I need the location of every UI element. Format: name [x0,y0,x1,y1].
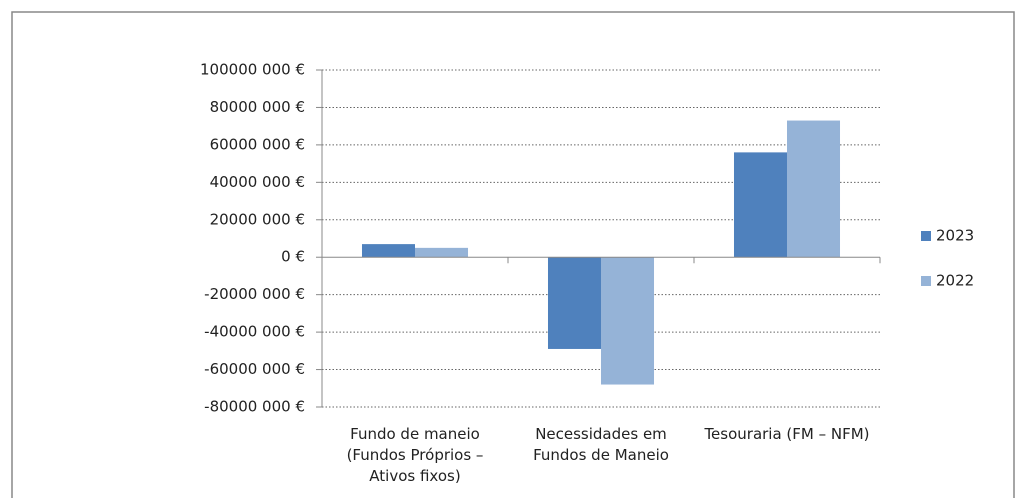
y-tick-label: 60000 000 € [210,135,305,153]
legend-label: 2022 [936,272,974,290]
chart-frame [11,11,1015,498]
y-tick-label: -20000 000 € [204,285,305,303]
legend-label: 2023 [936,227,974,245]
bar [547,257,601,349]
y-tick-label: 40000 000 € [210,173,305,191]
bar [361,244,415,258]
x-tick-label: Tesouraria (FM – NFM) [704,425,870,443]
y-tick-label: 20000 000 € [210,210,305,228]
y-tick-label: -60000 000 € [204,360,305,378]
legend-swatch [921,231,931,241]
bar [787,120,841,258]
y-tick-label: 80000 000 € [210,98,305,116]
x-tick-label: Fundo de maneio (Fundos Próprios – Ativo… [346,425,484,485]
y-tick-label: 100000 000 € [200,61,305,79]
y-tick-label: -40000 000 € [204,323,305,341]
bar [601,257,655,385]
bar [415,247,469,258]
y-tick-label: 0 € [281,248,305,266]
legend-swatch [921,276,931,286]
x-tick-label: Necessidades em Fundos de Maneio [533,425,669,464]
y-tick-label: -80000 000 € [204,398,305,416]
bar [733,152,787,258]
